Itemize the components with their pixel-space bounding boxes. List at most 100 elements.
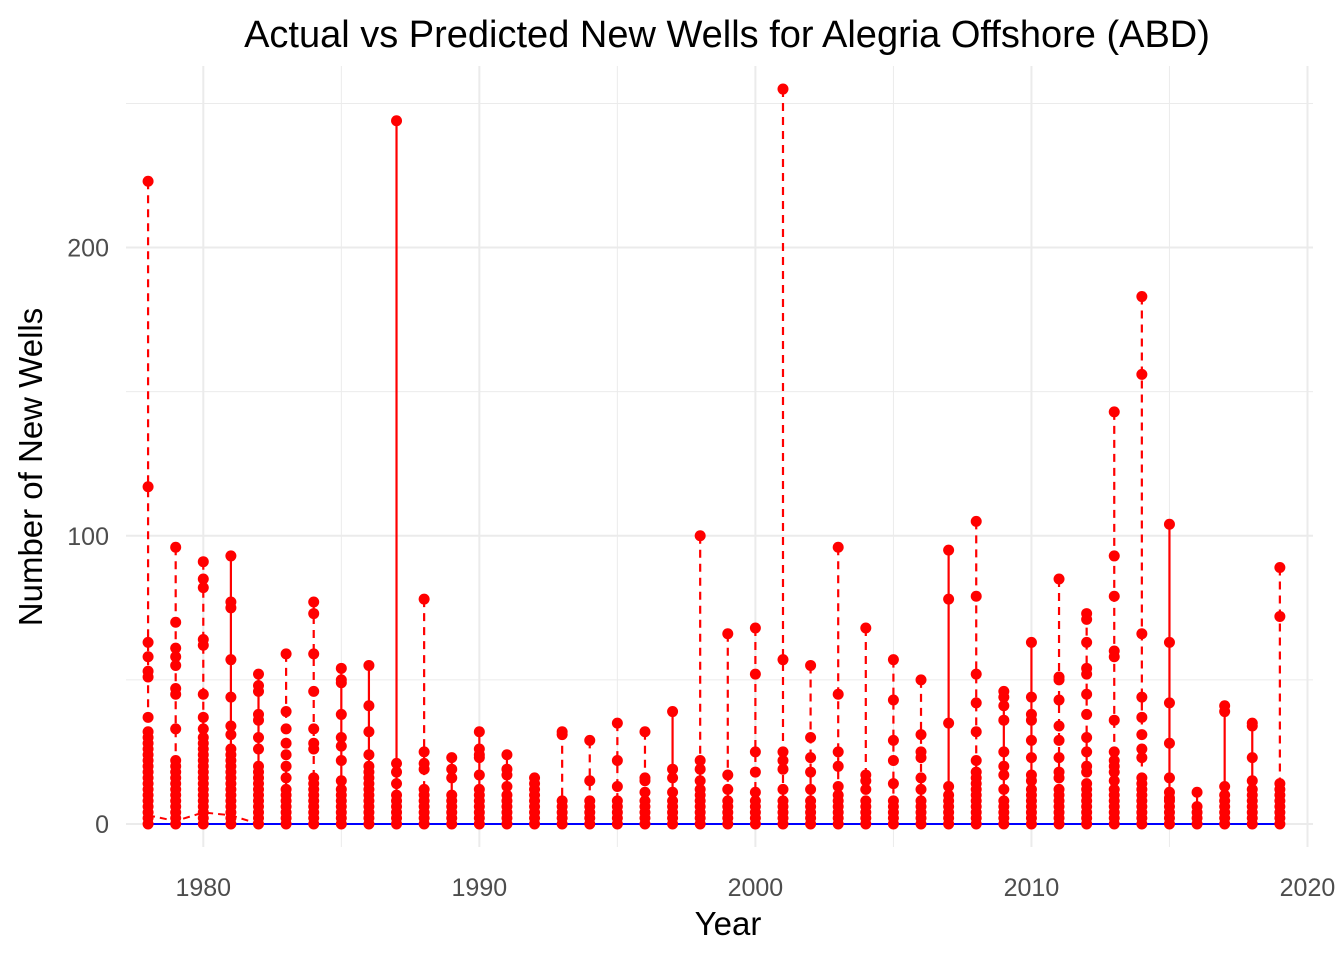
actual-point	[1053, 818, 1065, 830]
actual-point	[1108, 651, 1120, 663]
actual-point	[832, 760, 844, 772]
actual-point	[1081, 708, 1093, 720]
actual-point	[1081, 688, 1093, 700]
actual-point	[335, 740, 347, 752]
actual-point	[1246, 720, 1258, 732]
actual-point	[1108, 746, 1120, 758]
actual-point	[639, 818, 651, 830]
actual-point	[998, 769, 1010, 781]
actual-point	[584, 734, 596, 746]
actual-point	[970, 668, 982, 680]
actual-point	[832, 541, 844, 553]
actual-point	[887, 818, 899, 830]
actual-point	[1163, 518, 1175, 530]
actual-point	[915, 752, 927, 764]
y-axis-label: Number of New Wells	[12, 308, 49, 626]
actual-point	[943, 593, 955, 605]
actual-point	[1274, 561, 1286, 573]
actual-point	[943, 818, 955, 830]
actual-point	[860, 818, 872, 830]
actual-point	[170, 651, 182, 663]
actual-point	[832, 818, 844, 830]
actual-point	[777, 654, 789, 666]
actual-point	[722, 818, 734, 830]
actual-connector-line	[147, 811, 259, 825]
actual-point	[418, 818, 430, 830]
actual-point	[280, 723, 292, 735]
actual-point	[611, 755, 623, 767]
actual-point	[197, 556, 209, 568]
actual-point	[805, 731, 817, 743]
actual-point	[253, 685, 265, 697]
actual-point	[418, 593, 430, 605]
actual-point	[1136, 368, 1148, 380]
actual-point	[998, 783, 1010, 795]
actual-point	[1081, 746, 1093, 758]
actual-point	[197, 573, 209, 585]
actual-point	[998, 714, 1010, 726]
actual-point	[418, 746, 430, 758]
actual-point	[1108, 550, 1120, 562]
actual-point	[1136, 691, 1148, 703]
actual-point	[887, 734, 899, 746]
actual-point	[391, 757, 403, 769]
actual-point	[694, 763, 706, 775]
actual-point	[197, 639, 209, 651]
actual-point	[446, 752, 458, 764]
actual-point	[280, 772, 292, 784]
actual-point	[446, 763, 458, 775]
actual-point	[280, 648, 292, 660]
actual-point	[667, 763, 679, 775]
actual-point	[998, 760, 1010, 772]
actual-point	[363, 726, 375, 738]
actual-point	[280, 749, 292, 761]
actual-point	[1081, 636, 1093, 648]
actual-point	[170, 659, 182, 671]
actual-point	[225, 691, 237, 703]
actual-point	[280, 706, 292, 718]
actual-point	[1136, 752, 1148, 764]
actual-point	[611, 818, 623, 830]
actual-point	[722, 783, 734, 795]
actual-point	[253, 668, 265, 680]
actual-point	[970, 515, 982, 527]
actual-point	[584, 775, 596, 787]
actual-point	[749, 746, 761, 758]
actual-point	[253, 818, 265, 830]
actual-point	[197, 711, 209, 723]
actual-point	[887, 694, 899, 706]
actual-point	[887, 755, 899, 767]
actual-point	[1108, 714, 1120, 726]
actual-point	[777, 763, 789, 775]
actual-point	[667, 706, 679, 718]
actual-point	[1163, 636, 1175, 648]
actual-point	[694, 755, 706, 767]
actual-point	[391, 778, 403, 790]
actual-point	[501, 769, 513, 781]
x-tick-label: 2000	[728, 874, 784, 902]
actual-point	[308, 743, 320, 755]
actual-point	[142, 651, 154, 663]
actual-point	[142, 818, 154, 830]
actual-point	[777, 83, 789, 95]
actual-point	[1025, 818, 1037, 830]
actual-point	[998, 746, 1010, 758]
actual-point	[970, 590, 982, 602]
actual-point	[1108, 775, 1120, 787]
actual-point	[1108, 406, 1120, 418]
actual-point	[667, 818, 679, 830]
actual-point	[363, 659, 375, 671]
actual-point	[749, 766, 761, 778]
actual-point	[197, 582, 209, 594]
actual-point	[335, 708, 347, 720]
actual-point	[197, 688, 209, 700]
actual-point	[1136, 729, 1148, 741]
actual-point	[142, 175, 154, 187]
actual-point	[170, 616, 182, 628]
actual-point	[832, 746, 844, 758]
actual-point	[335, 662, 347, 674]
plot-data	[142, 83, 1286, 830]
actual-point	[501, 818, 513, 830]
x-axis-label: Year	[695, 905, 762, 942]
